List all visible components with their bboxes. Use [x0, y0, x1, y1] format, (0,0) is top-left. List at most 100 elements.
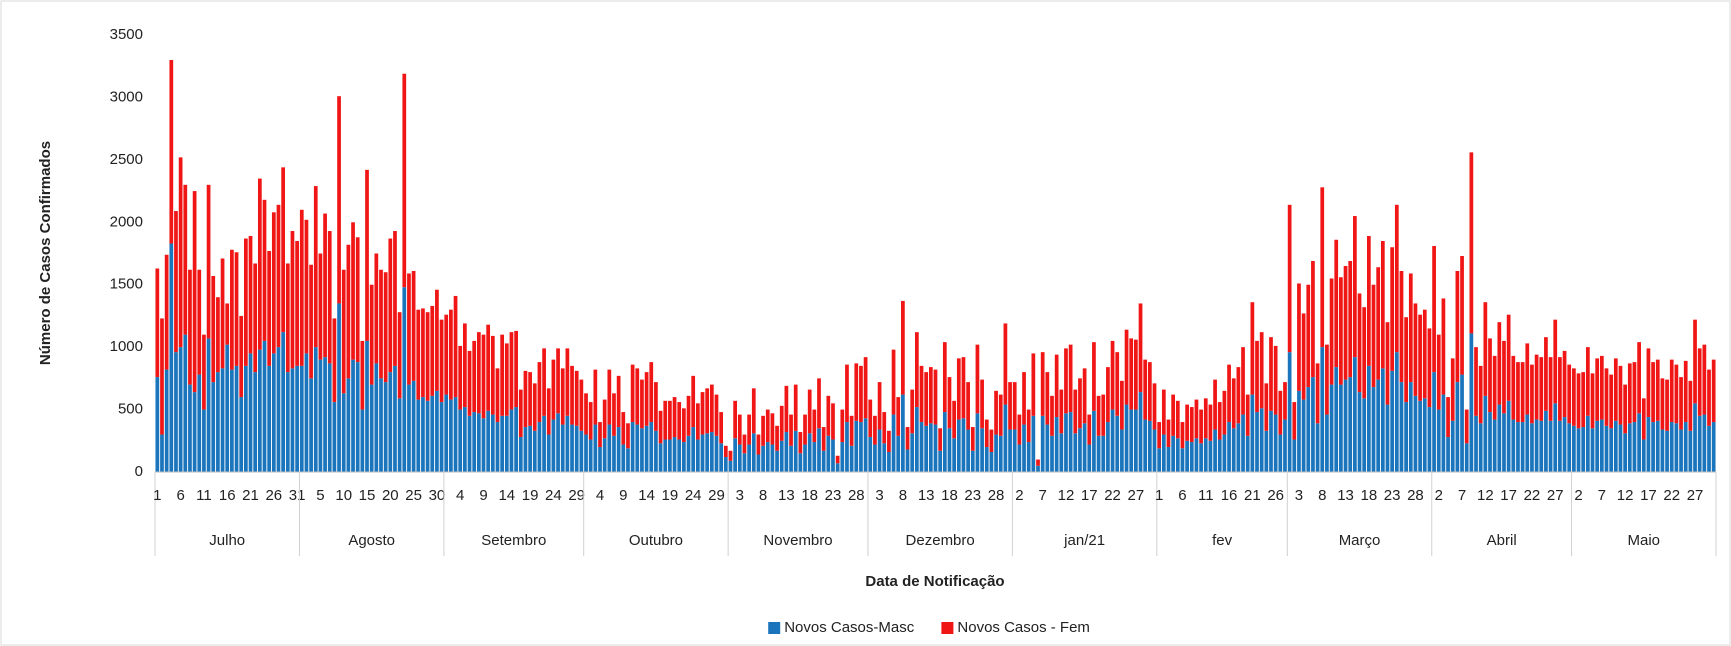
bar: [709, 384, 714, 433]
bar: [1534, 354, 1539, 420]
bar: [952, 400, 957, 439]
bar: [565, 348, 570, 416]
bar: [1394, 204, 1399, 353]
x-tick-label: 6: [176, 487, 184, 504]
bar: [1585, 415, 1590, 472]
bar: [1660, 429, 1665, 472]
bar: [863, 418, 868, 472]
bar: [1301, 399, 1306, 472]
bar: [994, 390, 998, 435]
x-tick-label: 19: [522, 487, 539, 504]
bar: [309, 264, 313, 379]
bar: [612, 393, 616, 436]
bar: [1064, 413, 1068, 472]
x-tick-label: 28: [848, 487, 865, 504]
bar: [607, 424, 612, 472]
bar: [1488, 412, 1492, 472]
bar: [1320, 347, 1325, 472]
bar: [1017, 414, 1022, 445]
x-tick-label: 25: [405, 487, 422, 504]
bar: [1590, 428, 1595, 472]
bar: [1189, 442, 1194, 472]
bar: [1572, 425, 1576, 472]
bar: [695, 439, 700, 472]
bar: [1175, 438, 1180, 472]
bar: [826, 395, 831, 436]
bar: [579, 379, 584, 431]
bar: [1115, 415, 1120, 472]
bar: [905, 449, 910, 472]
bar: [230, 249, 234, 370]
bar: [1012, 429, 1017, 472]
bar: [919, 422, 924, 472]
y-tick-label: 1000: [110, 338, 143, 355]
bar: [351, 359, 355, 472]
bar: [719, 412, 724, 444]
bar: [1604, 368, 1609, 426]
bar: [271, 353, 276, 472]
bar: [1576, 373, 1581, 429]
bar: [933, 369, 938, 425]
bar: [537, 362, 542, 423]
bar: [1683, 422, 1688, 472]
bar: [1460, 374, 1464, 472]
bar: [649, 362, 654, 423]
bar: [896, 435, 901, 472]
bar: [1585, 347, 1590, 416]
bar: [476, 332, 481, 414]
bar: [654, 382, 658, 431]
bar: [449, 399, 453, 472]
bar: [155, 377, 160, 472]
x-tick-label: 29: [708, 487, 725, 504]
bar: [854, 420, 859, 472]
bar: [798, 453, 803, 472]
bar: [807, 433, 812, 472]
bar: [812, 409, 817, 443]
bar: [239, 315, 244, 398]
bar: [248, 353, 253, 472]
bar: [1641, 398, 1646, 440]
y-tick-label: 3000: [110, 88, 143, 105]
bar: [1040, 352, 1045, 416]
bar: [416, 309, 421, 400]
bar: [318, 253, 323, 360]
bar: [290, 231, 295, 369]
x-tick-label: 1: [1155, 487, 1163, 504]
bar: [1348, 377, 1353, 472]
bar: [579, 430, 584, 472]
x-tick-label: 18: [801, 487, 818, 504]
bar: [700, 434, 705, 472]
bar: [1432, 372, 1436, 472]
bar: [1227, 364, 1231, 423]
bar: [1567, 364, 1572, 424]
bar: [1665, 430, 1669, 472]
bar: [337, 96, 341, 304]
bar: [793, 430, 798, 472]
bar: [882, 412, 887, 444]
bar: [584, 434, 588, 472]
bar: [1511, 419, 1516, 472]
bar: [1539, 420, 1544, 472]
bar: [1152, 383, 1157, 430]
bar: [449, 309, 453, 400]
bar: [1017, 444, 1022, 472]
bar: [863, 357, 868, 419]
bar: [1194, 438, 1199, 472]
bar: [1371, 284, 1376, 388]
bar: [355, 362, 360, 472]
bar: [1707, 369, 1711, 426]
bar: [458, 345, 463, 410]
x-tick-label: 2: [1574, 487, 1582, 504]
x-tick-label: 1: [153, 487, 161, 504]
bar: [1553, 319, 1558, 404]
bar: [831, 439, 835, 472]
bar: [1250, 394, 1255, 472]
bar: [840, 442, 845, 472]
bar: [1427, 407, 1432, 472]
bar: [1161, 389, 1166, 435]
bar: [779, 405, 784, 441]
bar: [299, 209, 304, 366]
x-tick-label: 12: [1477, 487, 1494, 504]
bar: [216, 372, 220, 472]
bar: [1506, 400, 1511, 472]
